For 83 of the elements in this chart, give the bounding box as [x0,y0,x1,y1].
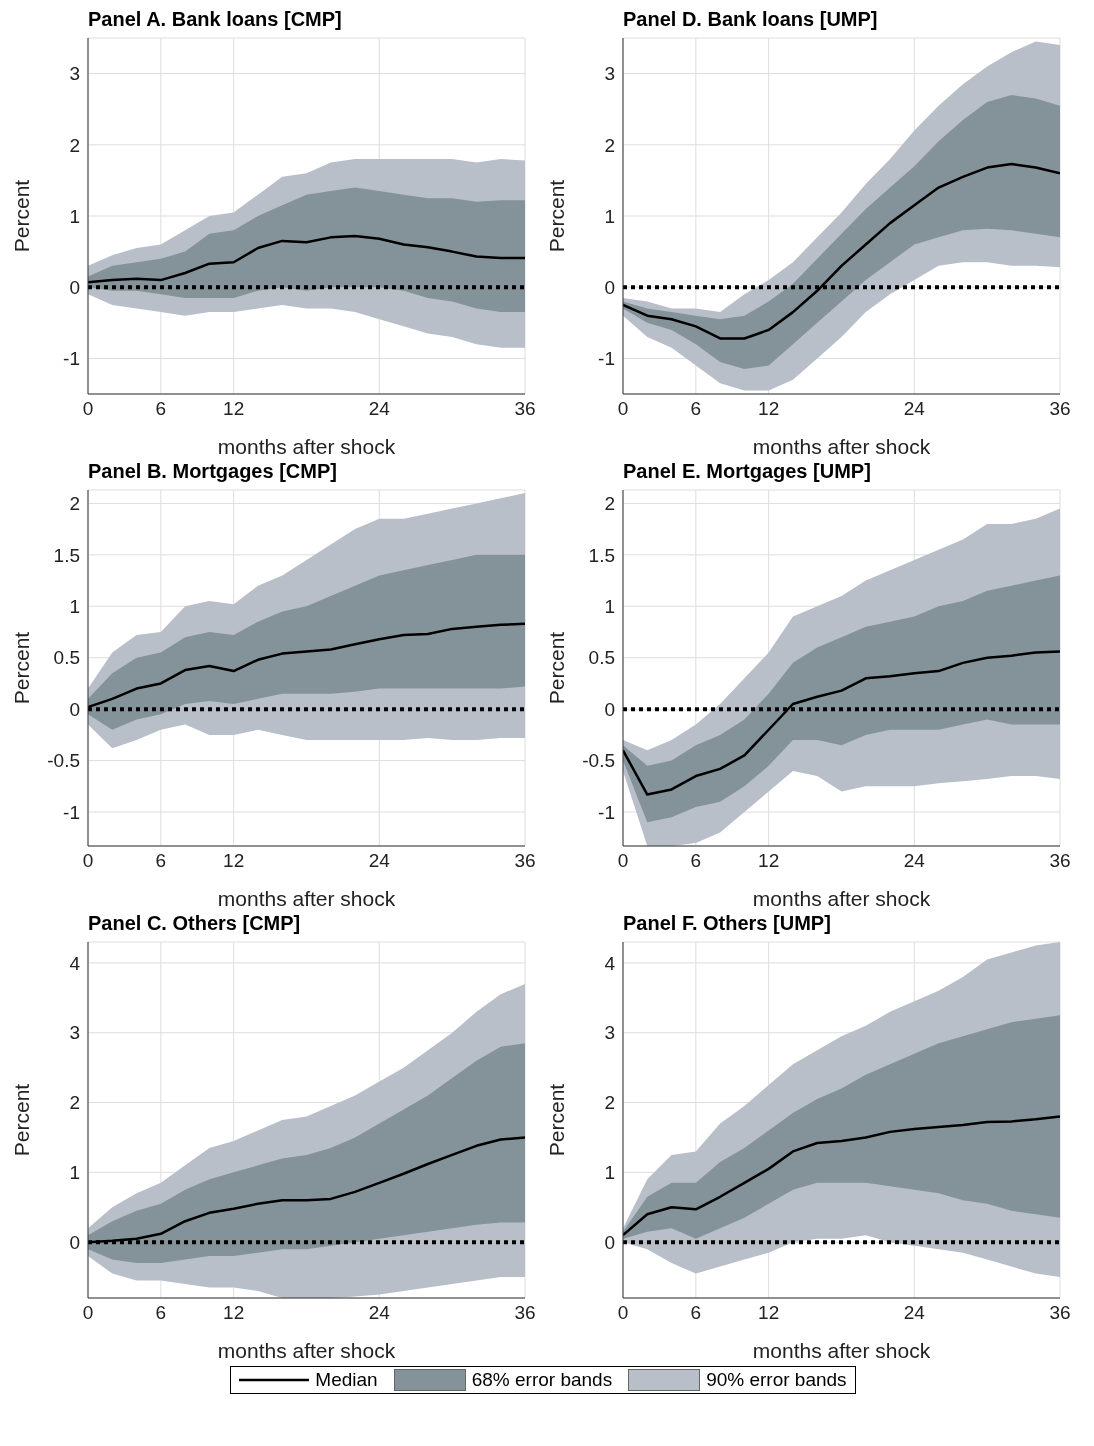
x-tick-label: 6 [155,1302,167,1324]
y-tick-label: 0 [604,698,615,720]
y-tick-label: 3 [604,63,615,85]
x-tick-label: 6 [155,850,167,872]
line-series [623,1115,1060,1237]
y-axis-title: Percent [545,1083,569,1157]
x-tick-label: 24 [903,850,926,872]
line-series [623,650,1060,796]
y-tick-label: -0.5 [47,750,80,772]
y-tick-label: 2 [604,134,615,156]
y-tick-label: 2 [604,1092,615,1114]
x-tick-label: 24 [903,1302,926,1324]
y-tick-label: -1 [598,348,615,370]
chart-title: Panel A. Bank loans [CMP] [88,8,343,32]
legend-label: Median [315,1369,378,1391]
chart-title: Panel E. Mortgages [UMP] [623,460,872,484]
y-tick-label: 1 [69,205,80,227]
x-axis-title: months after shock [752,887,931,910]
y-axis-title: Percent [10,179,34,253]
x-tick-label: 6 [690,398,702,420]
y-tick-label: -1 [598,801,615,823]
y-tick-label: 1 [604,205,615,227]
chart-title: Panel B. Mortgages [CMP] [88,460,338,484]
x-tick-label: 6 [155,398,167,420]
y-axis-title: Percent [545,179,569,253]
x-axis-title: months after shock [217,887,396,910]
y-axis-title: Percent [10,631,34,705]
legend-label: 90% error bands [706,1369,847,1391]
x-tick-label: 36 [1049,1302,1071,1324]
x-tick-label: 6 [690,1302,702,1324]
y-tick-label: 4 [69,952,81,974]
x-tick-label: 24 [903,398,926,420]
line-series [88,234,525,284]
chart-title: Panel F. Others [UMP] [623,912,832,936]
x-tick-label: 36 [1049,850,1071,872]
y-tick-label: 0 [69,1231,80,1253]
y-tick-label: 1 [69,596,80,618]
y-tick-label: 1.5 [53,544,80,566]
chart-title: Panel D. Bank loans [UMP] [623,8,879,32]
y-tick-label: -0.5 [582,750,615,772]
y-tick-label: -1 [63,348,80,370]
x-tick-label: 36 [1049,398,1071,420]
y-tick-label: 2 [69,1092,80,1114]
x-tick-label: 12 [223,398,245,420]
x-axis-title: months after shock [217,1339,396,1362]
y-tick-label: 0 [69,698,80,720]
chart-title: Panel C. Others [CMP] [88,912,302,936]
y-tick-label: 0.5 [588,647,615,669]
y-tick-label: 1 [604,596,615,618]
y-tick-label: 2 [69,493,80,515]
y-axis-title: Percent [10,1083,34,1157]
x-tick-label: 12 [223,1302,245,1324]
x-tick-label: 12 [223,850,245,872]
y-tick-label: 1 [604,1162,615,1184]
y-tick-label: 2 [69,134,80,156]
x-tick-label: 36 [514,850,536,872]
x-tick-label: 12 [758,398,780,420]
y-tick-label: 3 [69,63,80,85]
x-tick-label: 24 [368,398,391,420]
y-tick-label: 0 [69,276,80,298]
y-tick-label: 0 [604,276,615,298]
y-tick-label: 3 [604,1022,615,1044]
x-tick-label: 24 [368,1302,391,1324]
y-tick-label: 1 [69,1162,80,1184]
x-tick-label: 12 [758,1302,780,1324]
x-tick-label: 24 [368,850,391,872]
x-axis-title: months after shock [752,1339,931,1362]
x-tick-label: 12 [758,850,780,872]
x-axis-title: months after shock [217,435,396,458]
legend-label: 68% error bands [471,1369,613,1391]
y-tick-label: 4 [604,952,616,974]
y-tick-label: 3 [69,1022,80,1044]
x-tick-label: 36 [514,1302,536,1324]
y-tick-label: 1.5 [588,544,615,566]
line-series [623,162,1060,340]
y-tick-label: -1 [63,801,80,823]
x-tick-label: 36 [514,398,536,420]
y-axis-title: Percent [545,631,569,705]
x-axis-title: months after shock [752,435,931,458]
x-tick-label: 6 [690,850,702,872]
y-tick-label: 2 [604,493,615,515]
y-tick-label: 0 [604,1231,615,1253]
y-tick-label: 0.5 [53,647,80,669]
